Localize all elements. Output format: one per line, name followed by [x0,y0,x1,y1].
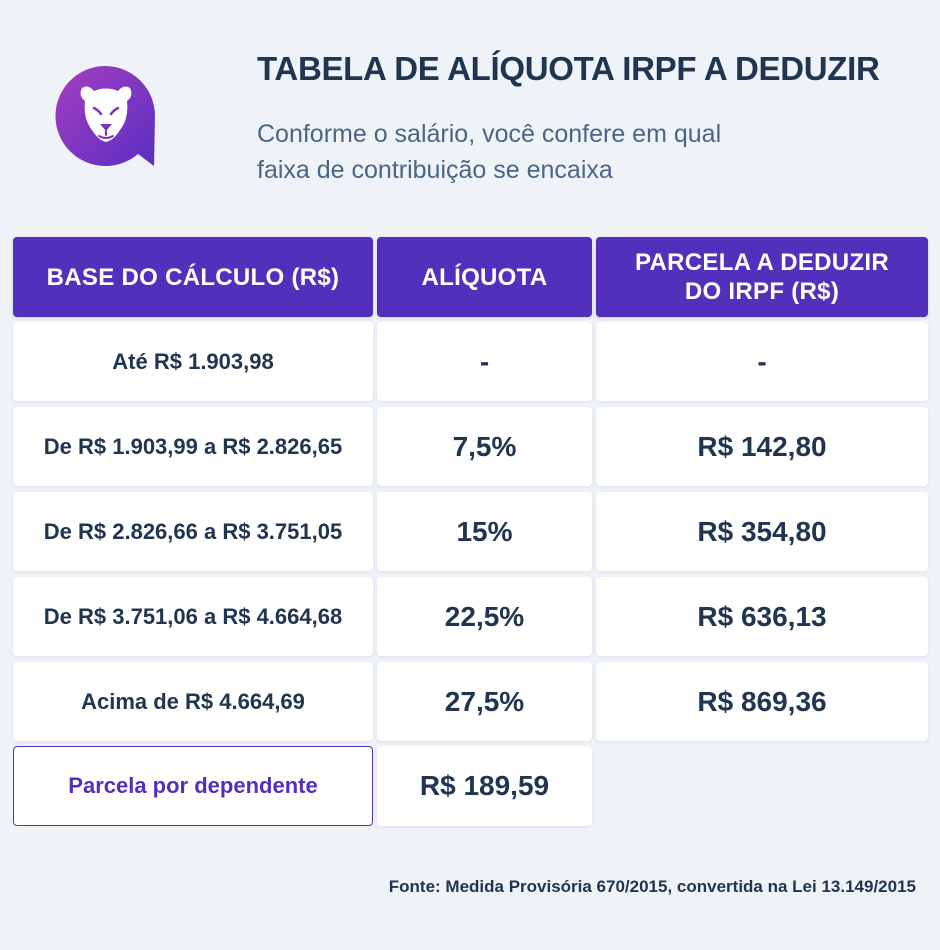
subtitle-line: Conforme o salário, você confere em qual [257,120,722,148]
aliquota-value: - [479,345,490,377]
page-subtitle: Conforme o salário, você confere em qual… [257,116,857,188]
column-header-label-line: PARCELA A DEDUZIR [635,249,889,276]
page-title: TABELA DE ALÍQUOTA IRPF A DEDUZIR [257,50,880,87]
dependente-label-box: Parcela por dependente [13,746,373,826]
table-row-parcela: - [596,322,928,401]
parcela-value: R$ 869,36 [697,685,827,717]
column-header-label-line: DO IRPF (R$) [684,278,840,305]
subtitle-line: faixa de contribuição se encaixa [257,156,613,184]
aliquota-value: 15% [456,515,513,547]
column-header-label: BASE DO CÁLCULO (R$) [46,263,340,291]
aliquota-value: 7,5% [452,430,517,462]
base-value: Acima de R$ 4.664,69 [81,688,305,714]
table-row-aliquota: 15% [377,492,592,571]
table-row-parcela: R$ 636,13 [596,577,928,656]
dependente-value-box: R$ 189,59 [377,746,592,826]
aliquota-value: 22,5% [444,600,525,632]
base-value: De R$ 3.751,06 a R$ 4.664,68 [43,603,343,629]
base-value: De R$ 2.826,66 a R$ 3.751,05 [43,518,343,544]
table-row-parcela: R$ 142,80 [596,407,928,486]
table-row-base: De R$ 3.751,06 a R$ 4.664,68 [13,577,373,656]
table-row-base: Até R$ 1.903,98 [13,322,373,401]
dependente-label: Parcela por dependente [68,773,318,798]
base-value: De R$ 1.903,99 a R$ 2.826,65 [43,433,343,459]
parcela-value: R$ 354,80 [697,515,827,547]
dependente-value: R$ 189,59 [419,770,550,801]
lion-face-chat-bubble-icon [55,65,155,166]
parcela-value: - [757,345,767,377]
base-value: Até R$ 1.903,98 [112,348,274,374]
table-row-parcela: R$ 354,80 [596,492,928,571]
table-row-parcela: R$ 869,36 [596,662,928,741]
aliquota-value: 27,5% [444,685,525,717]
parcela-value: R$ 142,80 [697,430,827,462]
table-row-aliquota: 27,5% [377,662,592,741]
column-header-base: BASE DO CÁLCULO (R$) [13,237,373,317]
column-header-parcela: PARCELA A DEDUZIR DO IRPF (R$) [596,237,928,317]
table-row-base: De R$ 1.903,99 a R$ 2.826,65 [13,407,373,486]
table-row-aliquota: 7,5% [377,407,592,486]
table-row-aliquota: - [377,322,592,401]
table-row-base: De R$ 2.826,66 a R$ 3.751,05 [13,492,373,571]
source-note: Fonte: Medida Provisória 670/2015, conve… [388,877,916,896]
column-header-aliquota: ALÍQUOTA [377,237,592,317]
table-row-base: Acima de R$ 4.664,69 [13,662,373,741]
column-header-label: ALÍQUOTA [421,263,548,291]
table-row-aliquota: 22,5% [377,577,592,656]
parcela-value: R$ 636,13 [697,600,827,632]
